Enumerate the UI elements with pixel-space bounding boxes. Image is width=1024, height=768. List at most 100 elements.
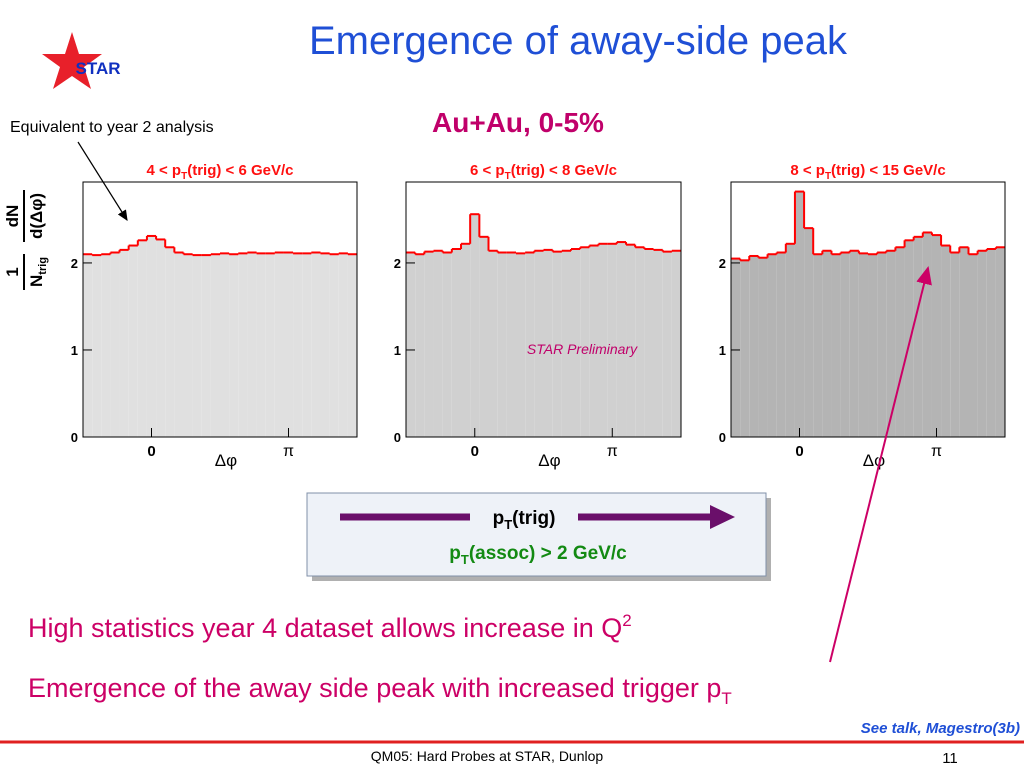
bin xyxy=(552,251,562,437)
bin xyxy=(571,249,581,437)
bin xyxy=(731,258,741,437)
bin xyxy=(580,247,590,437)
y-tick-label: 2 xyxy=(394,256,401,271)
ylabel-part: Ntrig xyxy=(27,257,49,287)
logo-text: STAR xyxy=(75,59,120,78)
x-tick-label: π xyxy=(931,443,942,460)
bin xyxy=(424,251,434,437)
bin xyxy=(165,247,175,437)
bin xyxy=(886,250,896,437)
box-text: p xyxy=(493,508,505,529)
bin xyxy=(137,240,147,437)
bin xyxy=(977,250,987,437)
bullet-text: High statistics year 4 dataset allows in… xyxy=(28,613,622,643)
panel-title: 8 < pT(trig) < 15 GeV/c xyxy=(790,162,945,182)
bin xyxy=(913,236,923,437)
box-line2: pT(assoc) > 2 GeV/c xyxy=(449,543,627,567)
bin xyxy=(561,250,572,437)
arrow-head xyxy=(710,505,735,529)
bin xyxy=(543,249,553,437)
bin xyxy=(338,253,348,437)
bin xyxy=(506,252,516,437)
bin xyxy=(265,253,275,437)
slide-title: Emergence of away-side peak xyxy=(309,19,848,63)
bin xyxy=(406,252,416,437)
bin xyxy=(968,254,978,437)
plot-border xyxy=(405,181,682,438)
bin xyxy=(525,252,535,437)
title-part: 6 < p xyxy=(470,162,505,179)
x-tick-label: 0 xyxy=(471,443,479,460)
bin xyxy=(785,243,795,437)
title-part: 8 < p xyxy=(790,162,825,179)
bin xyxy=(534,250,544,437)
legend-box xyxy=(306,492,767,577)
bin xyxy=(283,252,294,437)
plot-border xyxy=(730,181,1006,438)
bin xyxy=(192,255,202,437)
bin xyxy=(616,242,627,437)
bin xyxy=(183,254,193,437)
y-tick-label: 2 xyxy=(719,256,726,271)
ylabel-part: N xyxy=(27,275,46,287)
y-tick-label: 0 xyxy=(719,430,726,445)
subtitle: Au+Au, 0-5% xyxy=(432,107,604,138)
bullet: High statistics year 4 dataset allows in… xyxy=(28,611,632,643)
bin xyxy=(497,252,507,437)
bin xyxy=(849,250,859,437)
x-tick-label: 0 xyxy=(147,443,155,460)
x-axis-label: Δφ xyxy=(215,451,237,470)
bin xyxy=(488,250,498,437)
bin xyxy=(858,253,869,437)
bin xyxy=(220,253,230,437)
bin xyxy=(758,257,768,437)
ylabel-part: d(Δφ) xyxy=(27,193,46,239)
bin xyxy=(662,251,672,437)
bin xyxy=(822,250,832,437)
bin xyxy=(210,254,221,437)
footer-text: QM05: Hard Probes at STAR, Dunlop xyxy=(371,748,604,764)
bin xyxy=(868,254,878,437)
bin xyxy=(995,247,1005,437)
y-tick-label: 0 xyxy=(394,430,401,445)
bin xyxy=(895,247,905,437)
bin xyxy=(804,228,814,437)
ylabel-part: 1 xyxy=(3,267,22,276)
y-tick-label: 1 xyxy=(71,343,78,358)
bin xyxy=(311,252,321,437)
bin xyxy=(247,252,257,437)
pointer-arrow xyxy=(829,266,932,663)
panel-title: 6 < pT(trig) < 8 GeV/c xyxy=(470,162,617,182)
bin xyxy=(840,252,850,437)
bin xyxy=(229,254,239,437)
bin xyxy=(877,252,887,437)
bin xyxy=(110,252,120,437)
bin xyxy=(470,214,480,437)
bin xyxy=(451,249,462,437)
panel-title: 4 < pT(trig) < 6 GeV/c xyxy=(146,162,293,182)
bin xyxy=(607,243,617,437)
bin xyxy=(831,254,841,437)
bin xyxy=(293,253,303,437)
bin xyxy=(146,235,157,437)
bin xyxy=(201,255,211,437)
bin xyxy=(461,243,471,437)
bin xyxy=(92,255,102,437)
x-tick-label: π xyxy=(283,443,294,460)
bin xyxy=(128,245,138,437)
ylabel-part: dN xyxy=(3,205,22,228)
bin xyxy=(813,254,823,437)
bin xyxy=(329,254,339,437)
title-part: T xyxy=(825,171,831,182)
bin xyxy=(776,252,786,437)
plot-border xyxy=(82,181,358,438)
bin xyxy=(274,252,284,437)
bullet: Emergence of the away side peak with inc… xyxy=(28,673,732,708)
page-number: 11 xyxy=(942,750,958,767)
bin xyxy=(653,249,663,437)
bin xyxy=(794,191,805,437)
bin xyxy=(950,252,960,437)
box-line1: pT(trig) xyxy=(493,508,556,532)
bin xyxy=(256,253,266,437)
x-axis-label: Δφ xyxy=(538,451,560,470)
